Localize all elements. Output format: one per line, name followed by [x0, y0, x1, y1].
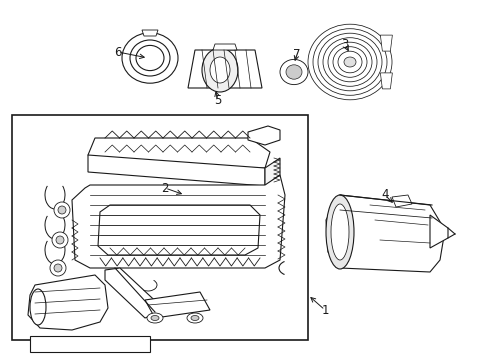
- Ellipse shape: [30, 289, 46, 325]
- Text: 6: 6: [114, 45, 122, 58]
- Text: 7: 7: [293, 48, 300, 60]
- Ellipse shape: [186, 313, 203, 323]
- Ellipse shape: [191, 315, 199, 320]
- Circle shape: [54, 264, 62, 272]
- Ellipse shape: [151, 315, 159, 320]
- Polygon shape: [391, 195, 411, 207]
- Text: 5: 5: [214, 94, 221, 107]
- Polygon shape: [213, 44, 237, 50]
- Polygon shape: [142, 30, 158, 36]
- Circle shape: [58, 206, 66, 214]
- Polygon shape: [380, 73, 391, 89]
- Polygon shape: [105, 268, 164, 318]
- Ellipse shape: [285, 65, 302, 79]
- Ellipse shape: [280, 59, 307, 85]
- Polygon shape: [429, 215, 447, 248]
- Polygon shape: [98, 205, 260, 255]
- Ellipse shape: [202, 48, 238, 92]
- Polygon shape: [145, 292, 209, 318]
- Polygon shape: [28, 275, 108, 330]
- Polygon shape: [187, 50, 262, 88]
- Circle shape: [68, 288, 76, 296]
- Circle shape: [52, 232, 68, 248]
- Ellipse shape: [330, 204, 348, 260]
- Text: 2: 2: [161, 181, 168, 194]
- Ellipse shape: [209, 57, 229, 83]
- Ellipse shape: [343, 57, 355, 67]
- Ellipse shape: [325, 195, 353, 269]
- Polygon shape: [72, 175, 285, 268]
- Polygon shape: [380, 35, 391, 51]
- Ellipse shape: [147, 313, 163, 323]
- Circle shape: [54, 202, 70, 218]
- Text: 3: 3: [341, 37, 348, 50]
- Polygon shape: [88, 155, 264, 186]
- Circle shape: [63, 283, 81, 301]
- Bar: [30, 336, 150, 352]
- Polygon shape: [264, 158, 280, 186]
- Bar: [12, 115, 307, 340]
- Circle shape: [56, 236, 64, 244]
- Circle shape: [50, 260, 66, 276]
- Text: 1: 1: [321, 303, 328, 316]
- Polygon shape: [247, 126, 280, 145]
- Polygon shape: [88, 138, 269, 168]
- Polygon shape: [325, 195, 444, 272]
- Text: 4: 4: [381, 189, 388, 202]
